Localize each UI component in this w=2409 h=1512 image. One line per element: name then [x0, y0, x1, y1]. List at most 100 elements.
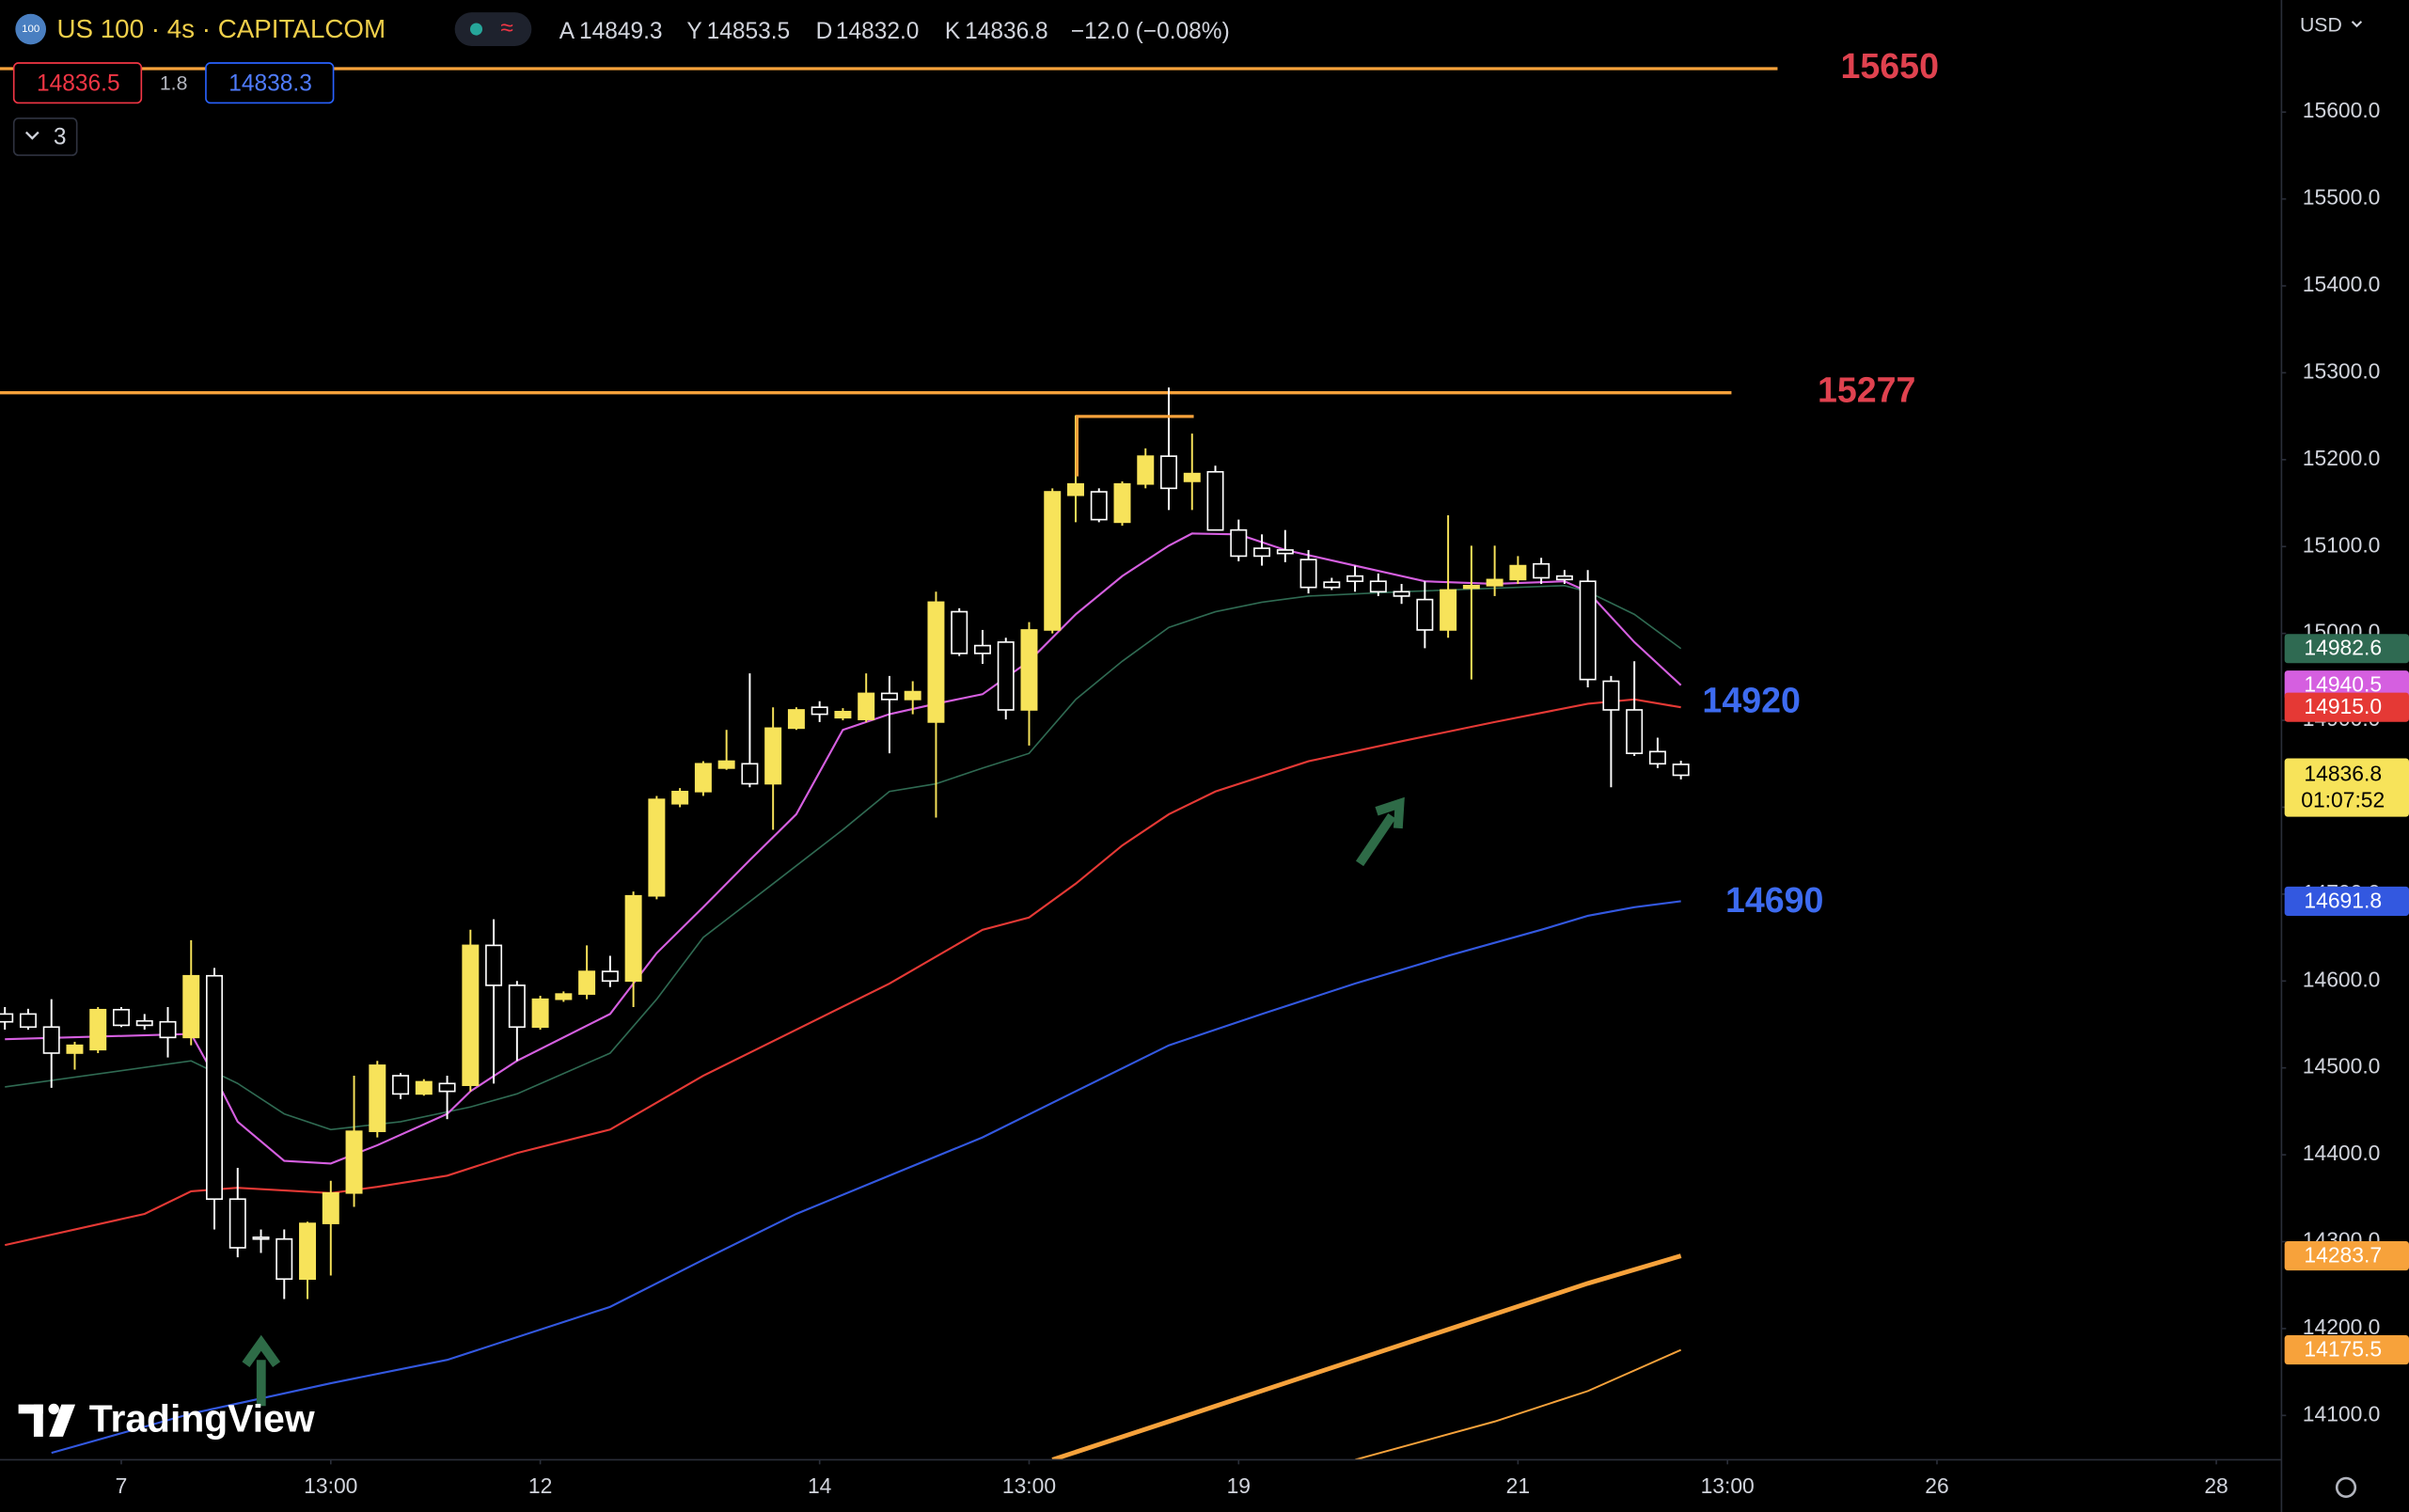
candle-body — [462, 944, 480, 1086]
candle-body — [880, 692, 898, 701]
candle-body — [927, 601, 945, 723]
candle-body — [1230, 528, 1248, 558]
ohlc-value: 14832.0 — [836, 19, 920, 44]
x-tick-label: 13:00 — [1701, 1473, 1755, 1498]
price-badge — [2284, 634, 2409, 664]
indicators-count: 3 — [54, 125, 67, 150]
price-annotation: 14920 — [1702, 680, 1800, 719]
candle-body — [1579, 580, 1597, 681]
candle-body — [1183, 472, 1201, 482]
candle-body — [1299, 559, 1317, 589]
candle-body — [764, 727, 782, 785]
ohlc-label: D — [816, 19, 833, 44]
candle-body — [1440, 589, 1457, 631]
arrow-up — [242, 1334, 281, 1407]
x-tick-label: 13:00 — [1002, 1473, 1056, 1498]
candle-body — [578, 970, 596, 995]
candle-body — [741, 763, 759, 785]
candle-body — [135, 1019, 153, 1027]
candle-body — [369, 1064, 386, 1132]
status-pill[interactable] — [454, 12, 532, 47]
price-badge-label: 14982.6 — [2304, 636, 2382, 660]
candle-body — [834, 710, 852, 719]
candle-body — [951, 610, 968, 654]
candle-body — [973, 644, 991, 654]
ohlc-label: K — [945, 19, 961, 44]
watermark-logo — [18, 1403, 76, 1437]
candle-body — [1648, 750, 1666, 765]
candle-body — [508, 984, 526, 1029]
candle-body — [1253, 547, 1271, 558]
indicators-toggle[interactable] — [12, 118, 78, 156]
sell-button[interactable] — [12, 62, 143, 104]
price-badge — [2284, 692, 2409, 722]
y-tick-label: 15200.0 — [2303, 446, 2381, 470]
data-status: ≈ — [500, 16, 512, 41]
x-tick-label: 28 — [2204, 1473, 2228, 1498]
currency[interactable]: USD — [2300, 13, 2342, 36]
level-label: 15277 — [1818, 370, 1915, 410]
plot-area: 15650 15277 14920 14690 — [0, 46, 1939, 1460]
candle-body — [1533, 562, 1551, 579]
ohlc-label: A — [559, 19, 575, 44]
ohlc-value: 14836.8 — [965, 19, 1048, 44]
y-tick-label: 15100.0 — [2303, 532, 2381, 557]
price-badge-label: 14175.5 — [2304, 1336, 2382, 1361]
buy-button[interactable] — [205, 62, 335, 104]
ask-price[interactable]: 14838.3 — [228, 71, 312, 96]
y-tick-label: 14500.0 — [2303, 1054, 2381, 1079]
candle-body — [1044, 491, 1062, 631]
candle-body — [1462, 585, 1480, 590]
y-tick-label: 14600.0 — [2303, 967, 2381, 991]
candle-body — [159, 1020, 177, 1039]
candle-body — [112, 1008, 130, 1027]
ma-line — [1354, 1348, 1682, 1460]
candle-body — [555, 993, 573, 1000]
candle-body — [438, 1082, 456, 1093]
candle-body — [252, 1236, 270, 1240]
y-tick-label: 15400.0 — [2303, 272, 2381, 296]
candle-body — [671, 791, 689, 805]
candle-body — [1393, 591, 1410, 597]
candle-body — [66, 1044, 84, 1054]
candle-body — [322, 1191, 339, 1224]
candle-body — [1672, 764, 1690, 777]
candle-body — [1346, 575, 1364, 583]
candle-body — [1626, 709, 1644, 754]
ohlc-value: 14849.3 — [579, 19, 663, 44]
candle-body — [206, 974, 223, 1201]
arrow-up-right — [1355, 796, 1405, 867]
candle-body — [1020, 629, 1038, 711]
x-tick-label: 21 — [1506, 1473, 1530, 1498]
ma-line — [1051, 1253, 1682, 1460]
watermark: TradingView — [89, 1396, 315, 1440]
candle-body — [787, 709, 805, 730]
bid-price[interactable]: 14836.5 — [37, 71, 120, 96]
y-tick-label: 15600.0 — [2303, 98, 2381, 122]
candle-body — [1090, 491, 1108, 521]
candle-body — [182, 974, 200, 1039]
candle-body — [299, 1222, 317, 1281]
y-tick-label: 14100.0 — [2303, 1401, 2381, 1425]
ma-line — [4, 698, 1681, 1247]
candle-body — [904, 690, 921, 701]
price-badge — [2284, 670, 2409, 701]
y-tick-label: 14200.0 — [2303, 1315, 2381, 1339]
y-tick-label: 15500.0 — [2303, 185, 2381, 210]
x-tick-label: 14 — [808, 1473, 832, 1498]
axes: 14100.014200.014300.014400.014500.014600… — [116, 98, 2409, 1498]
symbol-title[interactable]: US 100 · 4s · CAPITALCOM — [56, 14, 386, 43]
candle-body — [1486, 578, 1504, 587]
candle-body — [601, 970, 619, 983]
candle-body — [1276, 549, 1294, 555]
candle-body — [415, 1080, 433, 1095]
candle-body — [1113, 482, 1131, 524]
candle-body — [1416, 598, 1434, 631]
settings-icon[interactable] — [2335, 1476, 2357, 1498]
candle-body — [1555, 575, 1573, 581]
candle-body — [811, 706, 828, 716]
x-tick-label: 7 — [116, 1473, 128, 1498]
